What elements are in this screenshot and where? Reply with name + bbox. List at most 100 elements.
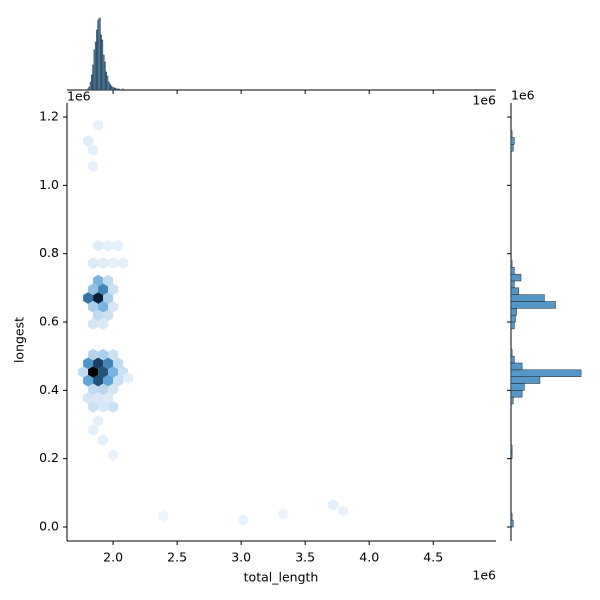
hexbin-cell bbox=[93, 415, 104, 427]
hexbin-cell bbox=[338, 505, 349, 517]
x-tick-label: 2.5 bbox=[167, 550, 187, 565]
top-hist-bar bbox=[121, 88, 124, 91]
hexbin-cell bbox=[108, 366, 119, 378]
y-tick-label: 0.0 bbox=[39, 518, 59, 533]
right-hist-bar bbox=[510, 513, 513, 521]
hexbin-cell bbox=[108, 283, 119, 296]
x-tick-label: 4.5 bbox=[423, 550, 443, 565]
x-tick-label: 2.0 bbox=[103, 550, 123, 565]
hexbin-cell bbox=[328, 499, 339, 511]
y-tick-label: 0.4 bbox=[39, 382, 59, 397]
right-hist-bar bbox=[510, 362, 523, 371]
x-tick-label: 3.5 bbox=[295, 550, 315, 565]
right-hist-bar bbox=[510, 321, 515, 330]
hexbin-cell bbox=[278, 508, 289, 520]
y-tick-label: 1.2 bbox=[39, 109, 59, 124]
right-hist-bar bbox=[510, 287, 520, 295]
right-hist-bar bbox=[510, 451, 513, 459]
y-axis-label: longest bbox=[12, 317, 27, 363]
right-hist-bar bbox=[510, 396, 514, 405]
right-hist-bar bbox=[510, 267, 515, 275]
hexbin-cell bbox=[103, 292, 114, 304]
hexbin-cell bbox=[98, 283, 109, 296]
top-hist-offset: 1e6 bbox=[472, 93, 496, 108]
hexbin-cell bbox=[83, 374, 94, 387]
right-hist-bar bbox=[510, 301, 556, 309]
hexbin-cell bbox=[98, 257, 109, 269]
right-hist-bar bbox=[510, 383, 525, 391]
right-hist-bar bbox=[510, 314, 516, 323]
top-hist-bar bbox=[117, 88, 120, 91]
hexbin-cell bbox=[118, 257, 129, 269]
hexbin-cell bbox=[98, 383, 109, 396]
hexbin-cell bbox=[88, 318, 99, 330]
hexbin-cell bbox=[98, 318, 109, 330]
hexbin-cell bbox=[88, 160, 99, 173]
hexbin-cell bbox=[88, 366, 99, 378]
right-hist-bar bbox=[510, 144, 514, 152]
y-tick-label: 1.0 bbox=[39, 177, 59, 192]
right-hist-bar bbox=[510, 349, 513, 357]
hexbin-cell bbox=[113, 374, 124, 387]
hexbin-cell bbox=[83, 392, 94, 404]
hexbin-cell bbox=[98, 434, 109, 446]
hexbin-cell bbox=[103, 357, 114, 370]
hexbin-cell bbox=[108, 257, 119, 269]
hexbin-cell bbox=[93, 239, 104, 252]
hexbin-cell bbox=[93, 374, 104, 387]
x-tick-label: 4.0 bbox=[359, 550, 379, 565]
y-offset: 1e6 bbox=[67, 89, 91, 104]
hexbin-cell bbox=[98, 348, 109, 361]
right-hist-bar bbox=[510, 273, 522, 282]
hexbin-cell bbox=[108, 449, 119, 461]
hexbin-cell bbox=[88, 424, 99, 436]
hexbin-cell bbox=[93, 292, 104, 304]
hexbin-cell bbox=[103, 309, 114, 322]
hexbin-cell bbox=[83, 292, 94, 304]
hexbin-cell bbox=[108, 300, 119, 313]
hexbin-cell bbox=[98, 401, 109, 413]
right-hist-bar bbox=[510, 137, 515, 145]
hexbin-cell bbox=[103, 374, 114, 387]
right-hist-bar bbox=[510, 369, 582, 377]
hexbin-cell bbox=[88, 283, 99, 296]
right-hist-bar bbox=[510, 376, 541, 384]
right-hist-bar bbox=[510, 308, 517, 316]
y-tick-label: 0.2 bbox=[39, 450, 59, 465]
right-hist-bar bbox=[510, 390, 523, 398]
right-hist-bar bbox=[510, 294, 545, 302]
x-axis-label: total_length bbox=[244, 570, 319, 585]
hexbin-cell bbox=[108, 348, 119, 361]
hexbin-cell bbox=[108, 401, 119, 413]
hexbin-cell bbox=[113, 239, 124, 252]
hexbin-cell bbox=[113, 357, 124, 370]
hexbin-cell bbox=[103, 239, 114, 252]
right-hist-bar bbox=[510, 355, 515, 364]
y-tick-label: 0.8 bbox=[39, 245, 59, 260]
hexbin-cell bbox=[98, 300, 109, 313]
right-hist-bar bbox=[510, 260, 513, 268]
hexbin-cell bbox=[238, 514, 249, 526]
hexbin-cell bbox=[158, 510, 169, 522]
hexbin-cell bbox=[103, 274, 114, 287]
right-hist-bar bbox=[510, 130, 513, 138]
right-hist-offset: 1e6 bbox=[511, 88, 535, 103]
hexbin-cell bbox=[83, 135, 94, 147]
hexbin-cell bbox=[123, 372, 134, 384]
right-hist-bar bbox=[510, 519, 514, 528]
hexbin-cell bbox=[88, 257, 99, 269]
right-hist-bar bbox=[510, 444, 513, 453]
hexbin-cell bbox=[88, 401, 99, 413]
hexbin-cell bbox=[93, 392, 104, 404]
hexbin-cell bbox=[83, 357, 94, 370]
hexbin-cell bbox=[88, 348, 99, 361]
hexbin-cell bbox=[103, 392, 114, 404]
hexbin-cell bbox=[93, 119, 104, 132]
hexbin-cell bbox=[108, 383, 119, 396]
hexbin-cell bbox=[93, 357, 104, 370]
x-offset: 1e6 bbox=[472, 568, 496, 583]
hexbin-cell bbox=[93, 274, 104, 287]
hexbin-cell bbox=[88, 300, 99, 313]
y-tick-label: 0.6 bbox=[39, 314, 59, 329]
